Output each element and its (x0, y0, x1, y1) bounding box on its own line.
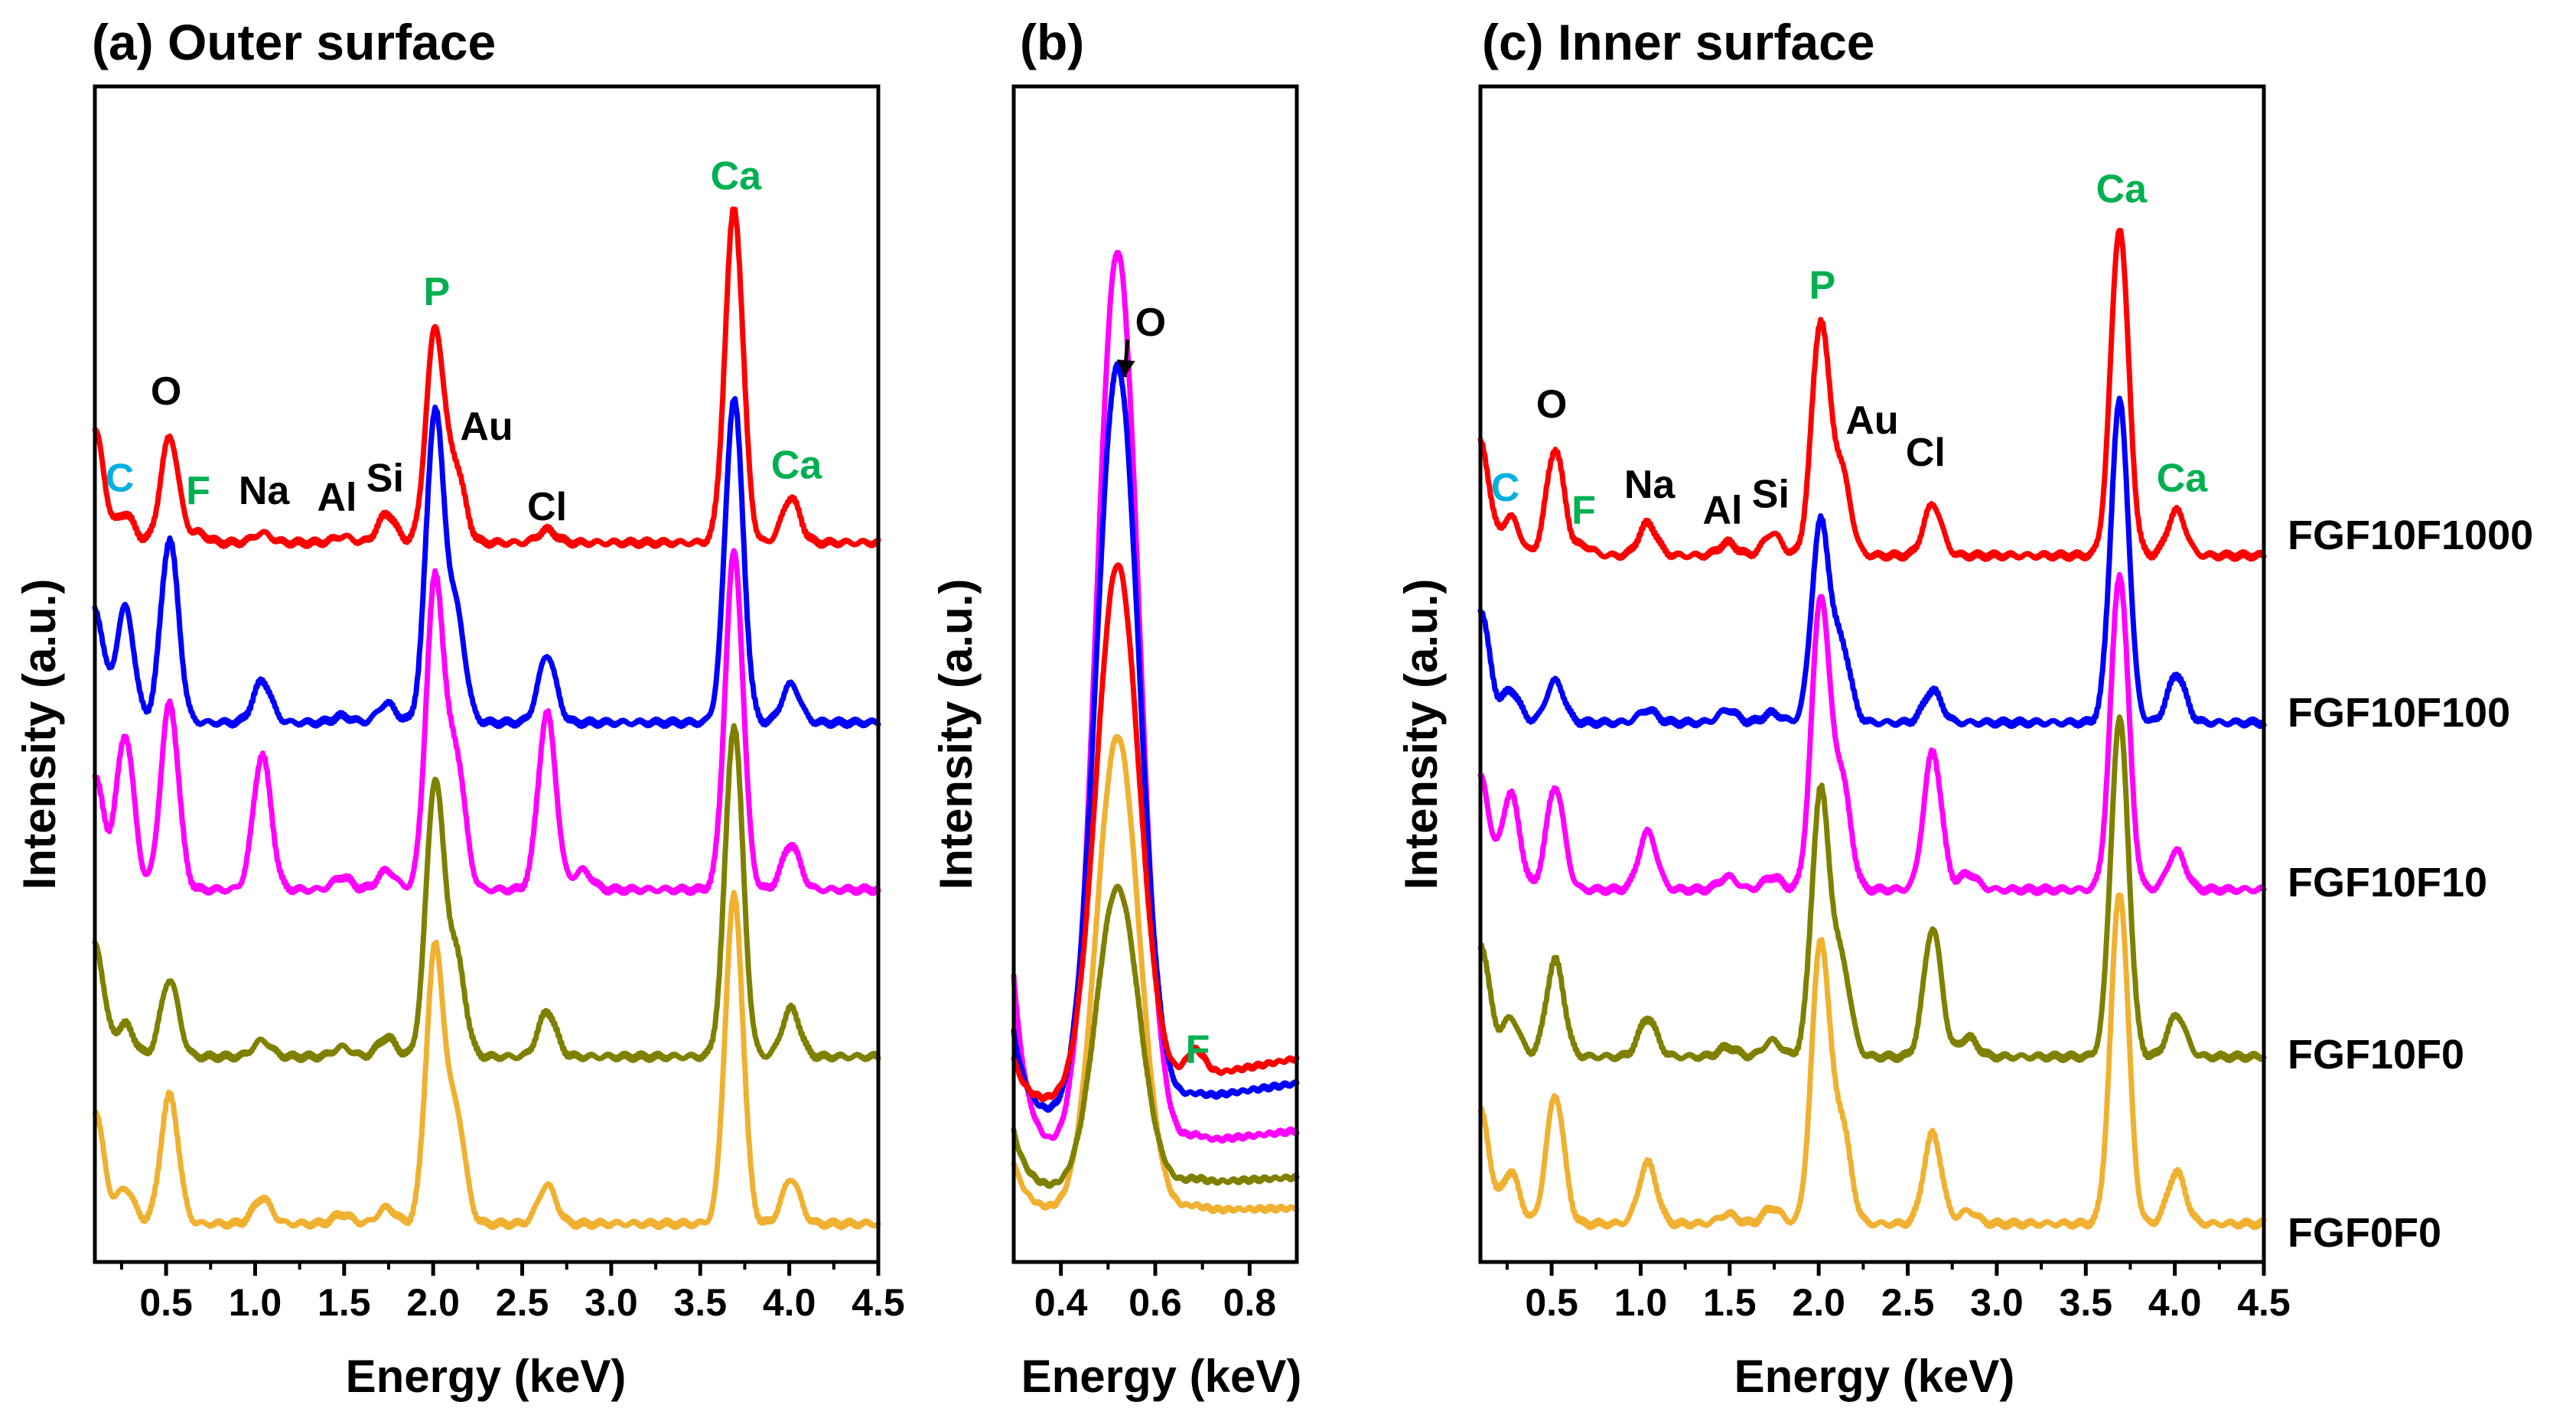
peak-label: Ca (711, 154, 763, 199)
panel-c-ylabel: Intensity (a.u.) (1395, 579, 1447, 890)
series-line-fgf10f100 (92, 395, 881, 730)
series-line-fgf0f0 (1477, 892, 2267, 1231)
x-tick-label: 0.6 (1128, 1281, 1182, 1324)
peak-label: Al (318, 476, 357, 520)
panel-b-xlabel: Energy (keV) (1021, 1351, 1302, 1402)
x-tick-label: 4.0 (763, 1281, 816, 1324)
x-tick-label: 2.5 (496, 1281, 549, 1324)
panel-c-title: (c) Inner surface (1482, 14, 1875, 70)
peak-label: Ca (2096, 167, 2148, 211)
panel-b-title: (b) (1020, 14, 1084, 70)
peak-label: Au (1845, 398, 1898, 443)
peak-label: O (1536, 382, 1567, 427)
peak-label: Cl (1906, 431, 1946, 475)
x-tick-label: 1.0 (1614, 1281, 1668, 1324)
panel-c: (c) Inner surface Intensity (a.u.) Energ… (1395, 14, 2291, 1402)
x-tick-label: 0.5 (139, 1281, 193, 1324)
peak-label: P (1809, 263, 1835, 307)
peak-label: O (151, 369, 181, 414)
series-line-fgf10f100 (1477, 395, 2267, 730)
series-line-fgf0f0 (92, 890, 881, 1231)
panel-a-frame (93, 84, 881, 1264)
panel-b-plot: 0.4 0.6 0.8 O F (1011, 249, 1300, 1324)
legend-label-fgf0f0: FGF0F0 (2288, 1210, 2441, 1256)
x-tick-label: 2.0 (1792, 1281, 1845, 1324)
panel-a: (a) Outer surface Intensity (a.u.) Energ… (14, 14, 905, 1402)
series-line-fgf10f0 (1011, 883, 1300, 1189)
panel-a-title: (a) Outer surface (92, 14, 496, 70)
x-tick-label: 3.5 (674, 1281, 728, 1324)
x-tick-label: 1.5 (318, 1281, 371, 1324)
series-line-fgf10f1000 (1011, 562, 1300, 1103)
x-tick-label: 1.0 (229, 1281, 282, 1324)
x-tick-label: 4.5 (2237, 1281, 2291, 1324)
x-tick-label: 2.5 (1881, 1281, 1935, 1324)
peak-label: Ca (771, 444, 823, 488)
legend-label-fgf10f1000: FGF10F1000 (2288, 512, 2533, 558)
x-tick-label: 0.5 (1525, 1281, 1578, 1324)
peak-label: Si (1752, 472, 1790, 516)
panel-b: (b) Intensity (a.u.) Energy (keV) 0.4 0.6… (930, 14, 1301, 1402)
x-tick-label: 1.5 (1703, 1281, 1757, 1324)
x-tick-label: 4.0 (2148, 1281, 2202, 1324)
peak-label: C (1491, 466, 1520, 510)
peak-label: P (423, 270, 450, 314)
series-line-fgf10f0 (92, 723, 881, 1064)
peak-label: Ca (2157, 456, 2209, 500)
x-tick-label: 0.4 (1034, 1281, 1088, 1324)
x-tick-label: 2.0 (406, 1281, 460, 1324)
series-line-fgf10f0 (1477, 714, 2267, 1064)
x-tick-label: 3.5 (2060, 1281, 2113, 1324)
peak-label: Na (1624, 463, 1676, 507)
series-line-fgf10f1000 (1477, 227, 2267, 562)
peak-label: F (186, 469, 210, 513)
panel-a-xlabel: Energy (keV) (346, 1351, 627, 1402)
series-line-fgf10f10 (92, 548, 881, 896)
peak-label: F (1186, 1027, 1210, 1072)
arrow-head (1116, 359, 1135, 377)
peak-label: Al (1703, 488, 1743, 532)
panel-b-ylabel: Intensity (a.u.) (930, 579, 982, 890)
panel-a-plot: 0.5 1.0 1.5 2.0 2.5 3.0 3.5 4.0 4.5 CO F Na Al Si P Au C… (92, 154, 905, 1324)
peak-label: Si (366, 456, 404, 500)
peak-label: Au (460, 405, 513, 449)
peak-label: F (1571, 488, 1596, 532)
x-tick-label: 3.0 (585, 1281, 638, 1324)
panel-c-xlabel: Energy (keV) (1734, 1351, 2015, 1402)
panel-a-ylabel: Intensity (a.u.) (14, 579, 65, 890)
peak-label: C (106, 456, 135, 500)
x-tick-label: 0.8 (1223, 1281, 1277, 1324)
series-line-fgf10f1000 (92, 206, 881, 550)
panel-c-frame (1478, 84, 2266, 1264)
legend: FGF10F1000 FGF10F100 FGF10F10 FGF10F0 FG… (2288, 512, 2533, 1256)
x-tick-label: 4.5 (852, 1281, 905, 1324)
legend-label-fgf10f0: FGF10F0 (2288, 1032, 2464, 1078)
legend-label-fgf10f100: FGF10F100 (2288, 690, 2510, 736)
peak-label: Cl (527, 485, 567, 529)
peak-label: Na (239, 469, 291, 513)
peak-label: O (1135, 301, 1166, 345)
series-line-fgf10f10 (1477, 572, 2267, 896)
legend-label-fgf10f10: FGF10F10 (2288, 860, 2487, 906)
series-line-fgf10f10 (1011, 249, 1300, 1144)
panel-b-frame (1011, 84, 1299, 1264)
x-tick-label: 3.0 (1970, 1281, 2024, 1324)
